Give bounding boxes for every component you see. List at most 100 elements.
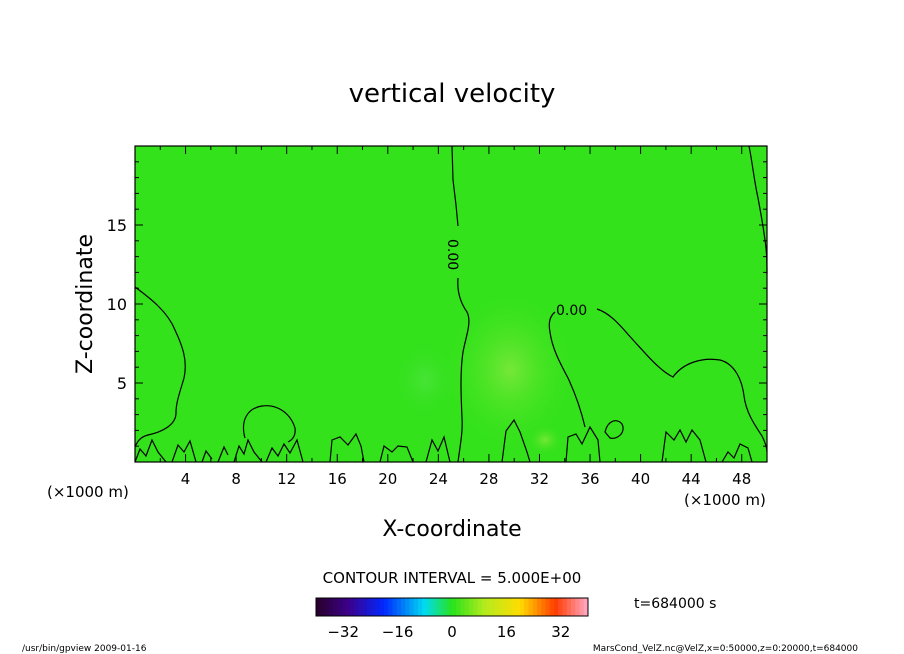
colorbar-segment — [524, 598, 529, 616]
x-axis-label: X-coordinate — [382, 517, 521, 542]
colorbar-segment — [342, 598, 347, 616]
y-tick-label: 10 — [107, 295, 127, 314]
x-tick-label: 24 — [429, 470, 448, 488]
colorbar-segment — [503, 598, 508, 616]
colorbar-segment — [469, 598, 474, 616]
x-tick-label: 48 — [732, 470, 751, 488]
colorbar-segment — [533, 598, 538, 616]
colorbar-segment — [346, 598, 351, 616]
colorbar-segment — [495, 598, 500, 616]
colorbar-segment — [427, 598, 432, 616]
colorbar-segment — [405, 598, 410, 616]
colorbar-segment — [376, 598, 381, 616]
colorbar-segment — [418, 598, 423, 616]
surface-anomaly — [527, 424, 563, 456]
colorbar-segment — [329, 598, 334, 616]
colorbar-segment — [397, 598, 402, 616]
contour-label: 0.00 — [444, 239, 460, 270]
colorbar-segment — [473, 598, 478, 616]
colorbar-segment — [512, 598, 517, 616]
colorbar-segment — [452, 598, 457, 616]
x-tick-label: 8 — [231, 470, 241, 488]
footer-left: /usr/bin/gpview 2009-01-16 — [22, 644, 147, 654]
colorbar-segment — [486, 598, 491, 616]
colorbar-tick-label: 32 — [551, 623, 570, 641]
colorbar-segment — [507, 598, 512, 616]
colorbar-segment — [520, 598, 525, 616]
x-tick-label: 28 — [479, 470, 498, 488]
colorbar-segment — [580, 598, 585, 616]
colorbar-segment — [448, 598, 453, 616]
colorbar-segment — [431, 598, 436, 616]
colorbar-segment — [359, 598, 364, 616]
colorbar-segment — [567, 598, 572, 616]
y-axis-label: Z-coordinate — [73, 234, 98, 374]
colorbar-segment — [388, 598, 393, 616]
colorbar-segment — [380, 598, 385, 616]
colorbar-segment — [529, 598, 534, 616]
colorbar-ticks: −32 −16 0 16 32 — [327, 623, 570, 641]
colorbar-segment — [414, 598, 419, 616]
time-label: t=684000 s — [634, 596, 716, 612]
colorbar-segment — [499, 598, 504, 616]
colorbar-segment — [350, 598, 355, 616]
x-tick-label: 40 — [631, 470, 650, 488]
x-tick-label: 4 — [181, 470, 191, 488]
colorbar-segment — [401, 598, 406, 616]
x-tick-label: 44 — [682, 470, 701, 488]
colorbar-segment — [422, 598, 427, 616]
colorbar-segment — [516, 598, 521, 616]
colorbar-tick-label: −16 — [382, 623, 414, 641]
colorbar-segment — [363, 598, 368, 616]
plot-area — [135, 146, 767, 462]
colorbar-segment — [410, 598, 415, 616]
x-tick-label: 36 — [580, 470, 599, 488]
weak-anomaly-region — [390, 340, 460, 420]
colorbar-segment — [435, 598, 440, 616]
colorbar-segment — [554, 598, 559, 616]
colorbar-segment — [337, 598, 342, 616]
colorbar-tick-label: −32 — [327, 623, 359, 641]
colorbar-segment — [384, 598, 389, 616]
colorbar — [316, 598, 588, 616]
colorbar-segment — [367, 598, 372, 616]
colorbar-segment — [325, 598, 330, 616]
colorbar-segment — [558, 598, 563, 616]
colorbar-segment — [478, 598, 483, 616]
x-tick-label: 20 — [378, 470, 397, 488]
chart-title: vertical velocity — [349, 79, 556, 109]
colorbar-segment — [575, 598, 580, 616]
x-tick-label: 32 — [530, 470, 549, 488]
x-axis-unit-right: (×1000 m) — [684, 491, 766, 509]
colorbar-segment — [456, 598, 461, 616]
colorbar-segment — [393, 598, 398, 616]
x-axis-unit-left: (×1000 m) — [47, 483, 129, 501]
colorbar-segment — [490, 598, 495, 616]
colorbar-segment — [354, 598, 359, 616]
colorbar-segment — [550, 598, 555, 616]
x-tick-label: 16 — [328, 470, 347, 488]
colorbar-segment — [546, 598, 551, 616]
colorbar-segment — [541, 598, 546, 616]
colorbar-tick-label: 0 — [447, 623, 457, 641]
contour-label: 0.00 — [556, 303, 587, 319]
colorbar-segment — [371, 598, 376, 616]
colorbar-segment — [316, 598, 321, 616]
colorbar-segment — [461, 598, 466, 616]
colorbar-segment — [537, 598, 542, 616]
x-tick-label: 12 — [277, 470, 296, 488]
contour-interval-text: CONTOUR INTERVAL = 5.000E+00 — [323, 569, 582, 587]
colorbar-segment — [563, 598, 568, 616]
colorbar-segment — [465, 598, 470, 616]
colorbar-segment — [320, 598, 325, 616]
colorbar-segment — [333, 598, 338, 616]
colorbar-segment — [571, 598, 576, 616]
colorbar-segment — [482, 598, 487, 616]
footer-right: MarsCond_VelZ.nc@VelZ,x=0:50000,z=0:2000… — [593, 644, 858, 654]
y-tick-label: 5 — [117, 374, 127, 393]
colorbar-segment — [439, 598, 444, 616]
colorbar-segment — [444, 598, 449, 616]
colorbar-tick-label: 16 — [497, 623, 516, 641]
y-tick-label: 15 — [107, 216, 127, 235]
